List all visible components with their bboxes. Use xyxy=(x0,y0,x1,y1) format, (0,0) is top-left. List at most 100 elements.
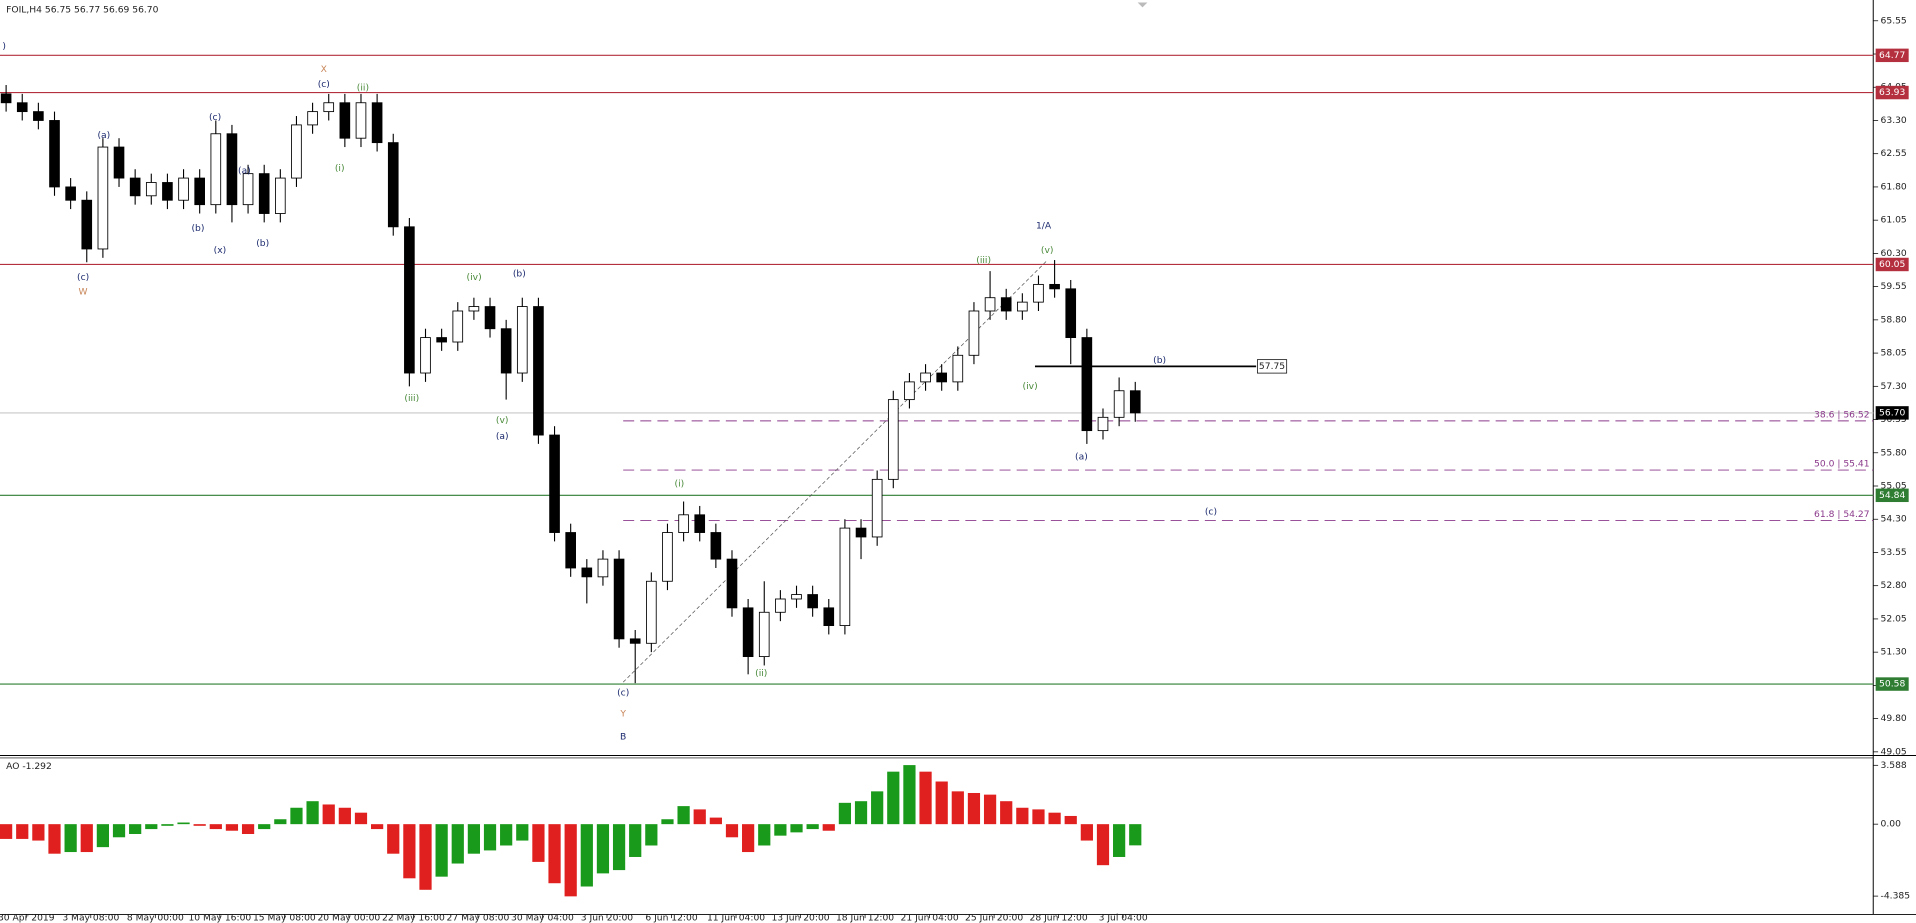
ao-bar xyxy=(0,824,13,839)
wave-label: (c) xyxy=(77,272,89,283)
ao-bar xyxy=(161,824,174,826)
x-tick-label: 3 Jul 04:00 xyxy=(1099,913,1148,923)
price-tag xyxy=(1875,257,1909,272)
ao-bar xyxy=(612,824,626,871)
ao-bar xyxy=(596,824,610,874)
candle-body xyxy=(775,598,786,613)
x-tick-label: 11 Jun 04:00 xyxy=(707,913,765,923)
candle-body xyxy=(984,297,996,312)
wave-label: ) xyxy=(2,41,6,52)
candle-body xyxy=(97,146,109,250)
ao-bar xyxy=(532,824,545,862)
wave-label: (a) xyxy=(238,166,251,177)
candle-body xyxy=(952,354,964,383)
candle-body xyxy=(1081,337,1093,432)
x-tick-label: 25 Jun 20:00 xyxy=(965,913,1023,923)
candle-body xyxy=(1033,283,1044,303)
x-tick-label: 8 May 00:00 xyxy=(127,913,184,923)
wave-label: B xyxy=(620,732,626,743)
candle-body xyxy=(678,514,689,533)
price-tag-label: 64.77 xyxy=(1879,50,1905,61)
wave-label: (a) xyxy=(97,130,110,141)
candle-body xyxy=(226,133,238,206)
candle-body xyxy=(613,558,625,640)
candle-body xyxy=(33,111,44,121)
y-tick-label: 61.80 xyxy=(1881,181,1907,192)
y-tick-label: 61.05 xyxy=(1881,215,1907,226)
wave-label: X xyxy=(321,64,327,75)
wave-label: (ii) xyxy=(357,83,369,94)
ao-bar xyxy=(64,824,77,853)
wave-label: (i) xyxy=(335,163,345,174)
ao-bar xyxy=(935,781,948,825)
candle-body xyxy=(210,133,222,206)
ao-bar xyxy=(80,824,93,853)
y-tick-label: 52.80 xyxy=(1881,580,1907,591)
x-tick-label: 15 May 08:00 xyxy=(253,913,316,923)
price-tag xyxy=(1875,677,1909,691)
candle-body xyxy=(1129,390,1141,414)
candle-body xyxy=(1113,390,1125,418)
ao-bar xyxy=(435,824,448,877)
wave-label: (b) xyxy=(191,223,204,234)
candle-body xyxy=(533,306,544,436)
candle-body xyxy=(807,594,818,609)
price-tag xyxy=(1875,85,1909,100)
ao-bar xyxy=(467,824,481,854)
wave-label: (iv) xyxy=(467,272,482,283)
wave-label: 1/A xyxy=(1036,221,1052,232)
price-tag-label: 60.05 xyxy=(1879,259,1905,270)
candle-body xyxy=(291,124,302,179)
candle-body xyxy=(500,328,512,374)
y-tick-label: 49.05 xyxy=(1881,746,1907,757)
candle-body xyxy=(129,177,141,197)
ao-bar xyxy=(838,802,852,825)
ao-bar xyxy=(645,824,658,846)
fib-label: 38.6 | 56.52 xyxy=(1814,409,1870,420)
ao-bar xyxy=(338,807,351,825)
price-tag xyxy=(1875,48,1909,63)
wave-label: W xyxy=(79,287,88,298)
candle-body xyxy=(904,381,915,401)
x-tick-label: 20 May 00:00 xyxy=(317,913,380,923)
ao-bar xyxy=(903,765,916,825)
candle-body xyxy=(194,177,205,206)
ao-bar xyxy=(871,791,884,825)
y-tick-label: 63.30 xyxy=(1881,115,1907,126)
candle-body xyxy=(516,306,528,374)
ao-bar xyxy=(112,824,126,838)
ao-bar xyxy=(322,804,335,825)
candle-body xyxy=(565,532,576,569)
wave-label: (b) xyxy=(256,238,269,249)
ao-bar xyxy=(1064,815,1077,825)
ao-bar xyxy=(951,791,964,825)
x-tick-label: 3 Jun 20:00 xyxy=(581,913,634,923)
candle-body xyxy=(581,567,593,578)
ao-bar xyxy=(725,824,739,838)
ao-bar xyxy=(1080,824,1093,841)
ao-bar xyxy=(403,824,416,879)
candle-body xyxy=(65,186,76,201)
fib-label: 50.0 | 55.41 xyxy=(1814,458,1870,469)
wave-label: (a) xyxy=(496,431,509,442)
ao-bar xyxy=(774,824,787,836)
price-tag-label: 56.70 xyxy=(1879,407,1905,418)
y-tick-label: 54.30 xyxy=(1881,514,1907,525)
wave-label: (i) xyxy=(675,479,685,490)
ao-bar xyxy=(1129,824,1142,846)
candle-body xyxy=(16,102,28,113)
ao-bar xyxy=(274,819,287,825)
candle-body xyxy=(549,434,560,533)
y-tick-label: 58.80 xyxy=(1881,314,1907,325)
candle-body xyxy=(307,111,318,126)
y-tick-label: 59.55 xyxy=(1881,281,1907,292)
wave-label: (c) xyxy=(209,112,221,123)
ao-bar xyxy=(822,824,835,831)
ao-bar xyxy=(1096,824,1110,866)
ao-bar xyxy=(290,807,303,825)
ao-bar xyxy=(1032,809,1045,825)
wave-label: (ii) xyxy=(755,668,767,679)
ao-bar xyxy=(742,824,755,853)
wave-label: (iii) xyxy=(404,393,419,404)
wave-label: (iv) xyxy=(1023,381,1038,392)
